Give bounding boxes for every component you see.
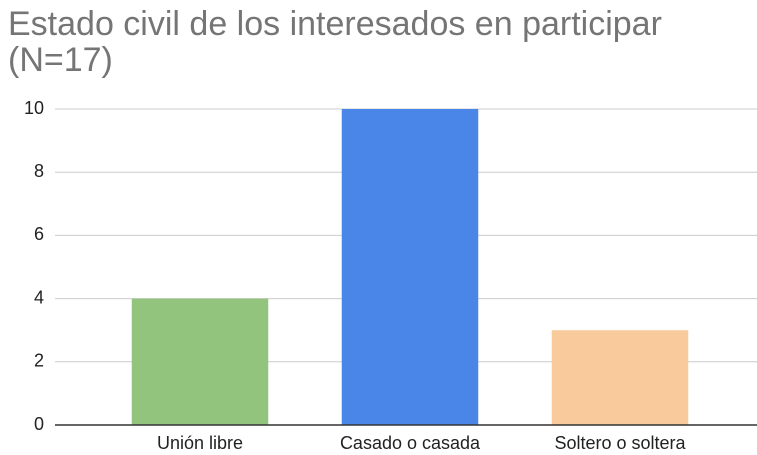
bar (131, 298, 269, 425)
x-tick-label: Unión libre (157, 433, 243, 453)
y-tick-label: 0 (34, 414, 44, 434)
y-tick-label: 8 (34, 161, 44, 181)
chart-title: Estado civil de los interesados en parti… (8, 5, 662, 79)
y-tick-label: 6 (34, 224, 44, 244)
x-tick-label: Casado o casada (340, 433, 481, 453)
x-tick-label: Soltero o soltera (554, 433, 686, 453)
y-tick-label: 10 (24, 98, 44, 118)
bar (341, 109, 479, 425)
bar (551, 330, 689, 425)
y-tick-label: 2 (34, 351, 44, 371)
y-tick-label: 4 (34, 287, 44, 307)
